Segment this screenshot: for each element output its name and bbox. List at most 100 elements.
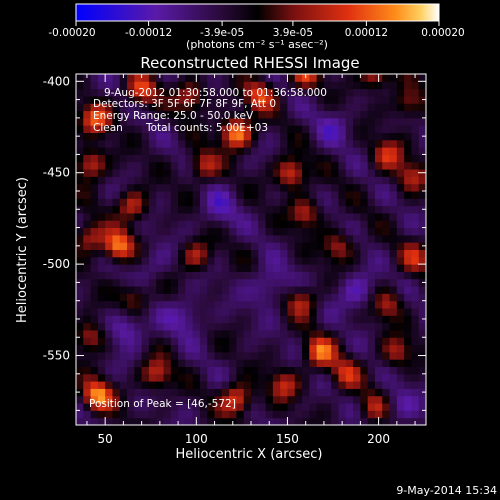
heatmap-cell	[105, 161, 113, 170]
heatmap-cell	[229, 300, 237, 309]
heatmap-cell	[97, 410, 106, 419]
heatmap-cell	[221, 242, 230, 250]
heatmap-cell	[418, 373, 426, 382]
heatmap-cell	[251, 212, 259, 221]
heatmap-cell	[345, 161, 354, 170]
heatmap-cell	[353, 88, 361, 97]
heatmap-cell	[236, 256, 245, 265]
heatmap-cell	[236, 278, 245, 287]
heatmap-cell	[396, 110, 405, 119]
heatmap-cell	[214, 410, 223, 419]
heatmap-cell	[258, 117, 267, 126]
heatmap-cell	[294, 212, 303, 221]
heatmap-cell	[105, 183, 113, 192]
heatmap-cell	[192, 271, 201, 280]
heatmap-cell	[207, 242, 216, 250]
heatmap-cell	[156, 388, 164, 397]
heatmap-cell	[236, 125, 245, 133]
heatmap-cell	[374, 344, 383, 353]
heatmap-cell	[389, 125, 398, 133]
heatmap-cell	[163, 322, 172, 331]
heatmap-cell	[382, 337, 391, 346]
heatmap-cell	[83, 359, 92, 367]
heatmap-cell	[404, 88, 412, 97]
heatmap-cell	[331, 176, 339, 185]
heatmap-cell	[163, 329, 172, 338]
heatmap-cell	[229, 388, 237, 397]
heatmap-cell	[207, 227, 216, 236]
heatmap-cell	[134, 132, 143, 141]
heatmap-cell	[236, 308, 245, 316]
heatmap-cell	[178, 271, 186, 280]
heatmap-cell	[236, 74, 245, 82]
heatmap-cell	[265, 212, 274, 221]
heatmap-cell	[170, 198, 179, 207]
heatmap-cell	[411, 139, 420, 148]
heatmap-cell	[287, 117, 296, 126]
heatmap-cell	[280, 417, 288, 425]
heatmap-cell	[76, 286, 84, 294]
heatmap-cell	[272, 271, 281, 280]
heatmap-cell	[229, 359, 237, 367]
heatmap-cell	[148, 110, 157, 119]
heatmap-cell	[76, 234, 84, 243]
heatmap-cell	[360, 417, 369, 425]
heatmap-cell	[221, 110, 230, 119]
heatmap-cell	[316, 183, 325, 192]
heatmap-cell	[331, 264, 339, 272]
heatmap-cell	[105, 125, 113, 133]
heatmap-cell	[353, 315, 361, 324]
heatmap-cell	[119, 410, 128, 419]
heatmap-cell	[214, 308, 223, 316]
heatmap-cell	[389, 329, 398, 338]
heatmap-cell	[156, 278, 164, 287]
heatmap-cell	[127, 117, 135, 126]
heatmap-cell	[265, 410, 274, 419]
heatmap-cell	[192, 88, 201, 97]
heatmap-cell	[323, 344, 332, 353]
heatmap-cell	[112, 212, 121, 221]
heatmap-cell	[119, 220, 128, 229]
heatmap-cell	[192, 205, 201, 214]
heatmap-cell	[353, 410, 361, 419]
heatmap-cell	[345, 234, 354, 243]
heatmap-cell	[207, 300, 216, 309]
heatmap-cell	[97, 103, 106, 112]
heatmap-cell	[418, 212, 426, 221]
heatmap-cell	[127, 249, 135, 258]
heatmap-cell	[163, 88, 172, 97]
heatmap-cell	[411, 212, 420, 221]
heatmap-cell	[338, 344, 347, 353]
heatmap-cell	[97, 147, 106, 155]
heatmap-cell	[243, 161, 252, 170]
heatmap-cell	[156, 132, 164, 141]
heatmap-cell	[309, 329, 318, 338]
heatmap-cell	[280, 403, 288, 411]
heatmap-cell	[316, 88, 325, 97]
heatmap-cell	[90, 410, 99, 419]
heatmap-cell	[199, 220, 208, 229]
heatmap-cell	[141, 329, 150, 338]
heatmap-cell	[294, 271, 303, 280]
heatmap-cell	[411, 286, 420, 294]
heatmap-cell	[90, 351, 99, 360]
heatmap-cell	[302, 212, 310, 221]
heatmap-cell	[309, 103, 318, 112]
heatmap-cell	[389, 322, 398, 331]
heatmap-cell	[229, 264, 237, 272]
heatmap-cell	[207, 125, 216, 133]
heatmap-cell	[367, 286, 376, 294]
heatmap-cell	[90, 337, 99, 346]
heatmap-cell	[338, 183, 347, 192]
heatmap-cell	[294, 351, 303, 360]
heatmap-cell	[83, 198, 92, 207]
heatmap-cell	[141, 132, 150, 141]
heatmap-cell	[127, 125, 135, 133]
heatmap-cell	[192, 322, 201, 331]
heatmap-cell	[119, 242, 128, 250]
heatmap-cell	[360, 176, 369, 185]
heatmap-cell	[411, 256, 420, 265]
heatmap-cell	[214, 161, 223, 170]
heatmap-cell	[287, 278, 296, 287]
heatmap-cell	[309, 198, 318, 207]
